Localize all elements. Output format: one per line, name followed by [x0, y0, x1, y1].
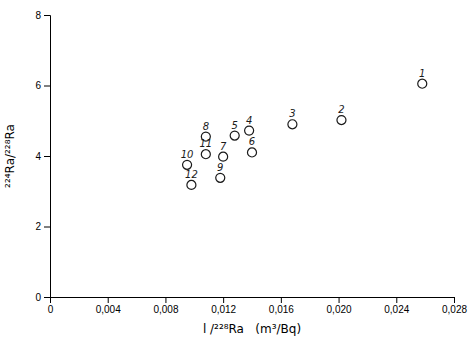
y-tick-mark: [44, 227, 50, 228]
point: [247, 148, 256, 157]
point: [418, 79, 427, 88]
x-tick-label: 0,020: [327, 304, 352, 315]
x-tick-label: 0,016: [269, 304, 294, 315]
y-tick-label: 8: [35, 10, 41, 21]
x-tick-mark: [281, 297, 282, 303]
plot-area: 0 0,004 0,008 0,012 0,016 0,020 0,024 0,028 0 2 4 6…: [3, 10, 467, 336]
x-tick: 0,004: [96, 297, 121, 315]
x-axis-title: l /²²⁸Ra (m³/Bq): [203, 322, 301, 336]
y-tick: 0: [35, 292, 50, 303]
y-tick: 4: [35, 151, 50, 162]
point-label: 9: [217, 162, 223, 173]
point-label: 11: [199, 138, 212, 149]
point: [187, 180, 196, 189]
x-tick: 0,028: [442, 297, 467, 315]
x-tick: 0,024: [384, 297, 409, 315]
x-tick: 0,020: [327, 297, 352, 315]
y-tick-label: 2: [35, 221, 41, 232]
point-label: 8: [203, 121, 209, 132]
y-axis-title: ²²⁴Ra/²²⁸Ra: [3, 124, 17, 188]
x-tick: 0,016: [269, 297, 294, 315]
x-tick-label: 0,024: [384, 304, 409, 315]
x-tick-mark: [396, 297, 397, 303]
point: [219, 152, 228, 161]
point-label: 12: [185, 169, 198, 180]
y-axis-line: [44, 16, 51, 298]
y-tick: 2: [35, 221, 50, 232]
point-label: 7: [220, 141, 227, 152]
x-tick: 0: [48, 297, 54, 315]
point: [201, 150, 210, 159]
x-tick-mark: [165, 297, 166, 303]
point: [245, 126, 254, 135]
x-tick-mark: [339, 297, 340, 303]
y-tick: 8: [35, 10, 50, 21]
x-tick-mark: [108, 297, 109, 303]
x-axis-line: [51, 298, 455, 304]
x-tick-label: 0: [48, 304, 54, 315]
y-tick-mark: [44, 297, 50, 298]
x-axis: 0 0,004 0,008 0,012 0,016 0,020 0,024 0,028: [48, 297, 468, 315]
x-tick-label: 0,028: [442, 304, 467, 315]
point: [337, 116, 346, 125]
point-labels: 123456789101112: [181, 68, 426, 180]
y-tick-label: 4: [35, 151, 41, 162]
point: [230, 131, 239, 140]
y-tick-mark: [44, 156, 50, 157]
x-tick-mark: [454, 297, 455, 303]
x-tick-mark: [223, 297, 224, 303]
point: [288, 120, 297, 129]
y-axis: 0 2 4 6 8: [35, 10, 50, 303]
point-label: 2: [338, 104, 344, 115]
y-tick: 6: [35, 80, 50, 91]
y-tick-mark: [44, 15, 50, 16]
point-label: 5: [231, 120, 237, 131]
points: [183, 79, 427, 189]
point: [216, 173, 225, 182]
y-tick-label: 0: [35, 292, 41, 303]
chart: 0 0,004 0,008 0,012 0,016 0,020 0,024 0,028 0 2 4 6…: [0, 0, 474, 342]
y-tick-mark: [44, 86, 50, 87]
point-label: 6: [249, 136, 255, 147]
x-tick-label: 0,004: [96, 304, 121, 315]
point-label: 1: [419, 68, 425, 79]
x-tick: 0,008: [153, 297, 178, 315]
point-label: 4: [246, 115, 252, 126]
y-tick-label: 6: [35, 80, 41, 91]
x-tick-label: 0,012: [211, 304, 236, 315]
point-label: 10: [181, 149, 194, 160]
x-tick-label: 0,008: [153, 304, 178, 315]
x-tick: 0,012: [211, 297, 236, 315]
point-label: 3: [289, 108, 295, 119]
